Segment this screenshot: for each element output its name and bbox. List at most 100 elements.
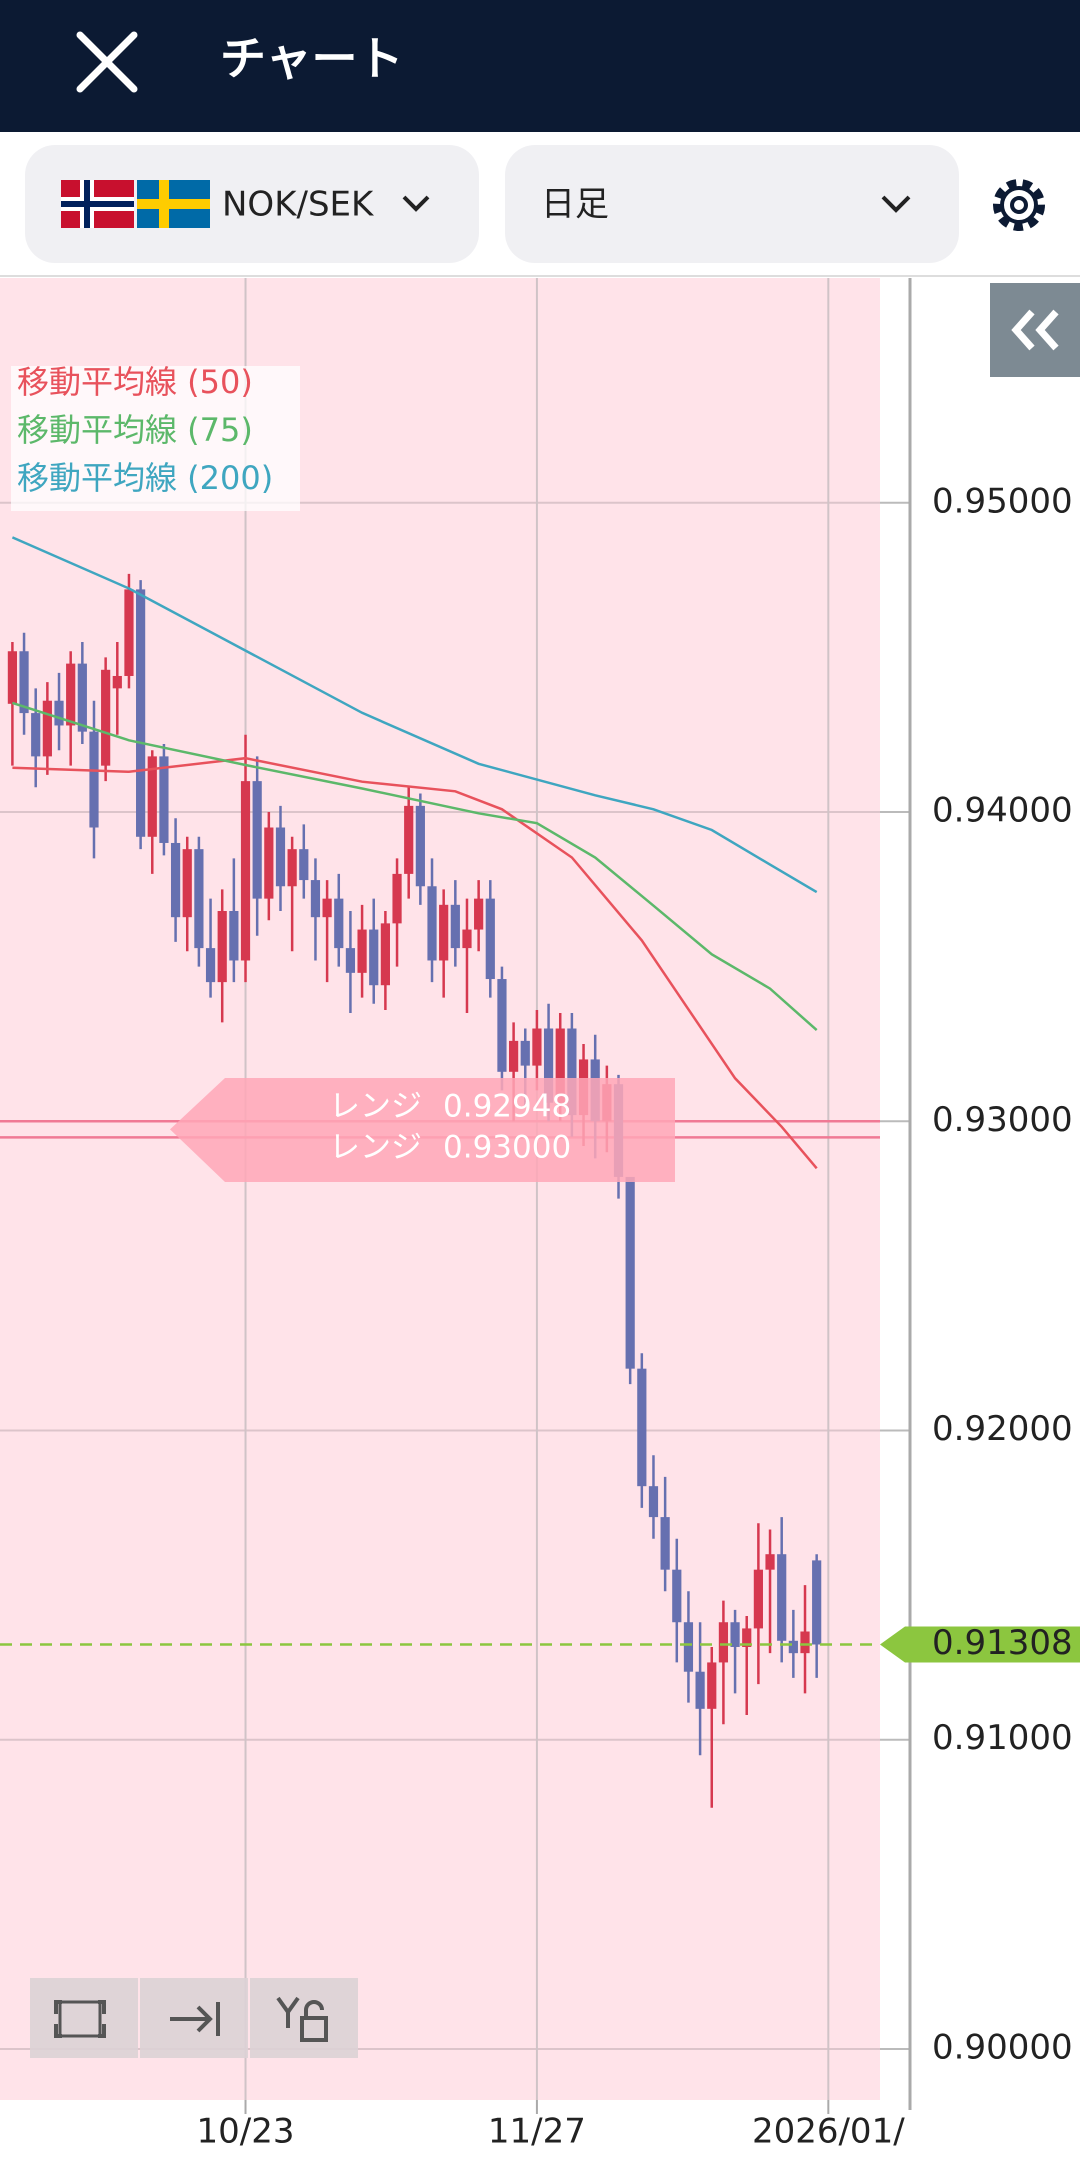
candle-body — [42, 700, 52, 757]
candle-body — [19, 651, 29, 714]
legend-box — [11, 366, 300, 511]
current-price-label: 0.91308 — [932, 1623, 1073, 1663]
y-lock-icon — [276, 1996, 300, 2028]
candle-body — [217, 910, 227, 983]
candle-body — [369, 929, 379, 986]
y-tick-label: 0.90000 — [932, 2027, 1073, 2067]
candle-body — [77, 663, 87, 732]
candle-body — [625, 1176, 635, 1369]
candle-body — [136, 589, 146, 837]
candle-body — [730, 1622, 740, 1647]
candle-body — [345, 948, 356, 973]
candle-body — [240, 781, 251, 961]
candle-body — [404, 805, 414, 874]
candle-body — [194, 849, 204, 949]
candle-body — [555, 1028, 565, 1103]
range-value: 0.92948 — [443, 1089, 571, 1125]
candle-body — [497, 979, 507, 1072]
candle-body — [672, 1569, 682, 1623]
candle-body — [800, 1631, 810, 1654]
candle-body — [427, 886, 437, 961]
candle-body — [66, 663, 76, 726]
candle-body — [159, 756, 169, 843]
candle-body — [334, 898, 344, 949]
panel-toggle[interactable] — [990, 283, 1080, 377]
gear-body — [1000, 186, 1038, 224]
x-tick-label: 11/27 — [488, 2112, 586, 2152]
candle-body — [89, 731, 99, 828]
flag-norway — [61, 180, 134, 228]
scroll-end-icon — [170, 2002, 220, 2036]
moving-average-line — [12, 701, 818, 1032]
candle-body — [112, 675, 122, 689]
candle-body — [310, 880, 321, 918]
candle-body — [812, 1560, 822, 1645]
candle-body — [637, 1368, 647, 1487]
candle-body — [380, 923, 390, 986]
timeframe-selector[interactable] — [505, 145, 959, 263]
legend-entry: 移動平均線 (200) — [17, 459, 273, 497]
candle-body — [485, 898, 495, 980]
legend-entry: 移動平均線 (50) — [17, 363, 253, 401]
range-label: レンジ — [329, 1130, 422, 1166]
candle-body — [31, 713, 41, 757]
current-price-tag — [880, 1626, 1080, 1663]
candle-body — [357, 929, 367, 973]
candle-body — [742, 1628, 752, 1647]
gear-hole — [1010, 196, 1028, 214]
candle-body — [543, 1028, 554, 1103]
candle-body — [788, 1640, 798, 1654]
legend-entry: 移動平均線 (75) — [17, 411, 253, 449]
header-bar — [0, 0, 1080, 132]
candle-body — [718, 1622, 729, 1663]
chevron — [402, 195, 430, 212]
y-tick-label: 0.91000 — [932, 1718, 1073, 1758]
candle-body — [124, 589, 134, 676]
moving-average-line — [11, 536, 818, 894]
y-lock-icon — [304, 2000, 324, 2018]
close-button[interactable] — [76, 31, 138, 93]
y-tick-label: 0.94000 — [932, 791, 1073, 831]
candle-body — [147, 756, 157, 837]
flag-cross — [137, 199, 210, 209]
fullscreen-icon — [54, 2000, 106, 2038]
chevron — [881, 195, 911, 213]
candle-body — [299, 849, 309, 881]
range-label: レンジ — [329, 1089, 422, 1125]
candle-body — [439, 904, 449, 961]
timeframe-label: 日足 — [541, 185, 609, 225]
y-tick-label: 0.93000 — [932, 1100, 1073, 1140]
candle-body — [170, 842, 181, 918]
chart: 0.90000 0.91000 0.92000 0.93000 0.94000 0.950… — [0, 278, 1080, 2152]
candle-body — [264, 827, 274, 899]
close-icon — [76, 31, 138, 93]
candle-body — [462, 929, 472, 949]
candle-body — [777, 1554, 787, 1641]
candle-body — [182, 849, 192, 918]
gear-teeth — [993, 179, 1045, 231]
candle-body — [275, 827, 286, 887]
pair-selector[interactable] — [25, 145, 479, 263]
fullscreen-icon — [58, 2000, 102, 2038]
candle-body — [7, 651, 17, 704]
candle-body — [101, 669, 111, 766]
y-tick-label: 0.95000 — [932, 481, 1073, 521]
candle-body — [695, 1671, 705, 1709]
chevron-icon — [1035, 309, 1059, 351]
range-value: 0.93000 — [443, 1130, 571, 1166]
candle-body — [322, 898, 332, 918]
candle-body — [415, 805, 425, 887]
candle-body — [450, 904, 460, 949]
chevron-icon — [1011, 309, 1035, 351]
tool-buttons — [30, 1978, 358, 2058]
fullscreen-button[interactable] — [30, 1978, 138, 2058]
candle-body — [660, 1517, 670, 1570]
candle-body — [509, 1040, 519, 1072]
candle-body — [287, 849, 297, 887]
settings-button[interactable] — [993, 179, 1045, 231]
candle-body — [707, 1662, 717, 1709]
candle-body — [392, 873, 402, 924]
candle-body — [648, 1486, 659, 1518]
